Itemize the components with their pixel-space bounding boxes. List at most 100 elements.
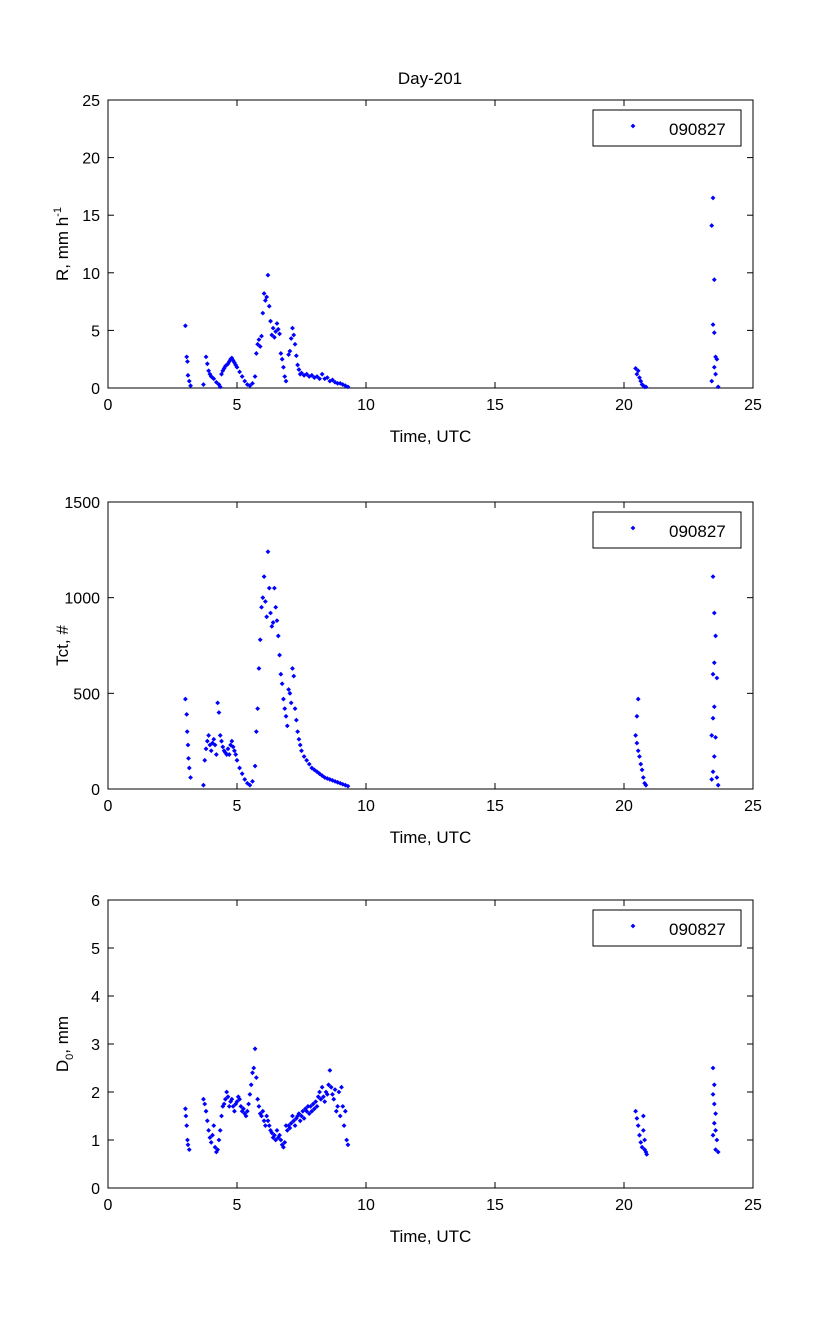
data-point	[237, 369, 242, 375]
x-axis-label: Time, UTC	[390, 427, 472, 446]
data-point	[709, 777, 715, 782]
data-point	[215, 700, 221, 706]
data-point	[711, 754, 717, 759]
data-point	[333, 1108, 339, 1114]
y-axis-label: D0, mm	[53, 1016, 76, 1072]
data-point	[203, 354, 209, 360]
legend-marker-icon	[630, 525, 636, 531]
data-point	[273, 604, 279, 610]
data-point	[709, 378, 715, 384]
data-point	[295, 362, 301, 368]
data-point	[639, 382, 645, 387]
data-point	[710, 574, 716, 580]
data-point	[312, 1106, 317, 1112]
data-point	[301, 754, 307, 759]
data-point	[274, 618, 280, 624]
data-point	[304, 371, 310, 377]
data-point	[283, 1123, 289, 1128]
data-point	[639, 1144, 645, 1150]
data-point	[317, 376, 322, 382]
data-point	[284, 1128, 290, 1133]
data-point	[251, 1065, 257, 1071]
data-point	[213, 752, 219, 757]
data-point	[202, 1101, 208, 1107]
data-point	[259, 604, 264, 610]
data-point	[211, 376, 217, 382]
y-tick-label: 0	[91, 782, 100, 799]
data-point	[327, 1068, 333, 1073]
data-point	[217, 1128, 223, 1133]
data-point	[302, 1106, 308, 1112]
data-point	[299, 1113, 304, 1119]
y-tick-label: 15	[82, 208, 100, 225]
data-point	[222, 363, 228, 369]
data-point	[713, 1147, 718, 1152]
data-point	[322, 1099, 328, 1104]
data-point	[714, 775, 720, 780]
data-point	[201, 1096, 206, 1102]
data-point	[268, 318, 273, 324]
x-axis-label: Time, UTC	[390, 1227, 472, 1246]
data-point	[185, 1142, 191, 1148]
data-point	[262, 1123, 268, 1128]
data-point	[253, 1075, 259, 1080]
data-point	[715, 1149, 721, 1155]
y-tick-label: 3	[91, 1037, 100, 1054]
data-point	[216, 1137, 222, 1143]
data-point	[242, 378, 248, 384]
data-point	[278, 1137, 284, 1143]
data-point	[339, 1084, 344, 1090]
data-point	[297, 742, 303, 748]
data-point	[330, 377, 335, 383]
data-point	[203, 1108, 209, 1114]
data-point	[203, 746, 209, 752]
data-point	[710, 671, 716, 677]
data-point	[281, 696, 286, 702]
data-point	[640, 1113, 646, 1119]
data-point	[183, 696, 188, 702]
data-point	[292, 706, 298, 712]
data-point	[265, 272, 271, 278]
data-point	[290, 325, 295, 331]
data-point	[252, 763, 258, 769]
x-tick-label: 0	[104, 397, 113, 414]
data-point	[713, 371, 718, 377]
x-tick-label: 0	[104, 798, 113, 815]
data-point	[259, 333, 264, 339]
data-point	[275, 1135, 281, 1140]
data-point	[272, 1132, 277, 1138]
data-point	[287, 1125, 293, 1131]
data-point	[331, 1096, 337, 1102]
data-point	[252, 374, 258, 379]
data-point	[185, 1137, 190, 1143]
data-point	[288, 1120, 294, 1126]
data-point	[319, 1084, 325, 1090]
y-axis-label-superscript: -1	[52, 207, 64, 217]
data-point	[204, 738, 210, 744]
x-tick-label: 25	[744, 798, 762, 815]
data-point	[226, 1104, 232, 1109]
y-tick-label: 6	[91, 893, 100, 910]
data-point	[260, 310, 266, 316]
data-point	[247, 1092, 253, 1097]
data-point	[327, 378, 333, 384]
data-point	[335, 380, 341, 386]
data-point	[633, 366, 639, 371]
data-point	[299, 748, 304, 754]
data-point	[296, 736, 302, 742]
data-point	[272, 334, 277, 340]
data-point	[211, 1123, 217, 1128]
data-point	[635, 1123, 641, 1128]
data-point	[345, 1142, 351, 1148]
data-point	[204, 361, 210, 367]
data-point	[257, 1111, 263, 1116]
data-point	[288, 700, 294, 706]
figure-title: Day-201	[398, 69, 462, 88]
data-point	[234, 364, 240, 370]
y-tick-label: 2	[91, 1085, 100, 1102]
data-point	[278, 671, 284, 677]
data-point	[315, 1094, 321, 1100]
data-point	[184, 729, 190, 734]
data-point	[255, 1096, 261, 1102]
